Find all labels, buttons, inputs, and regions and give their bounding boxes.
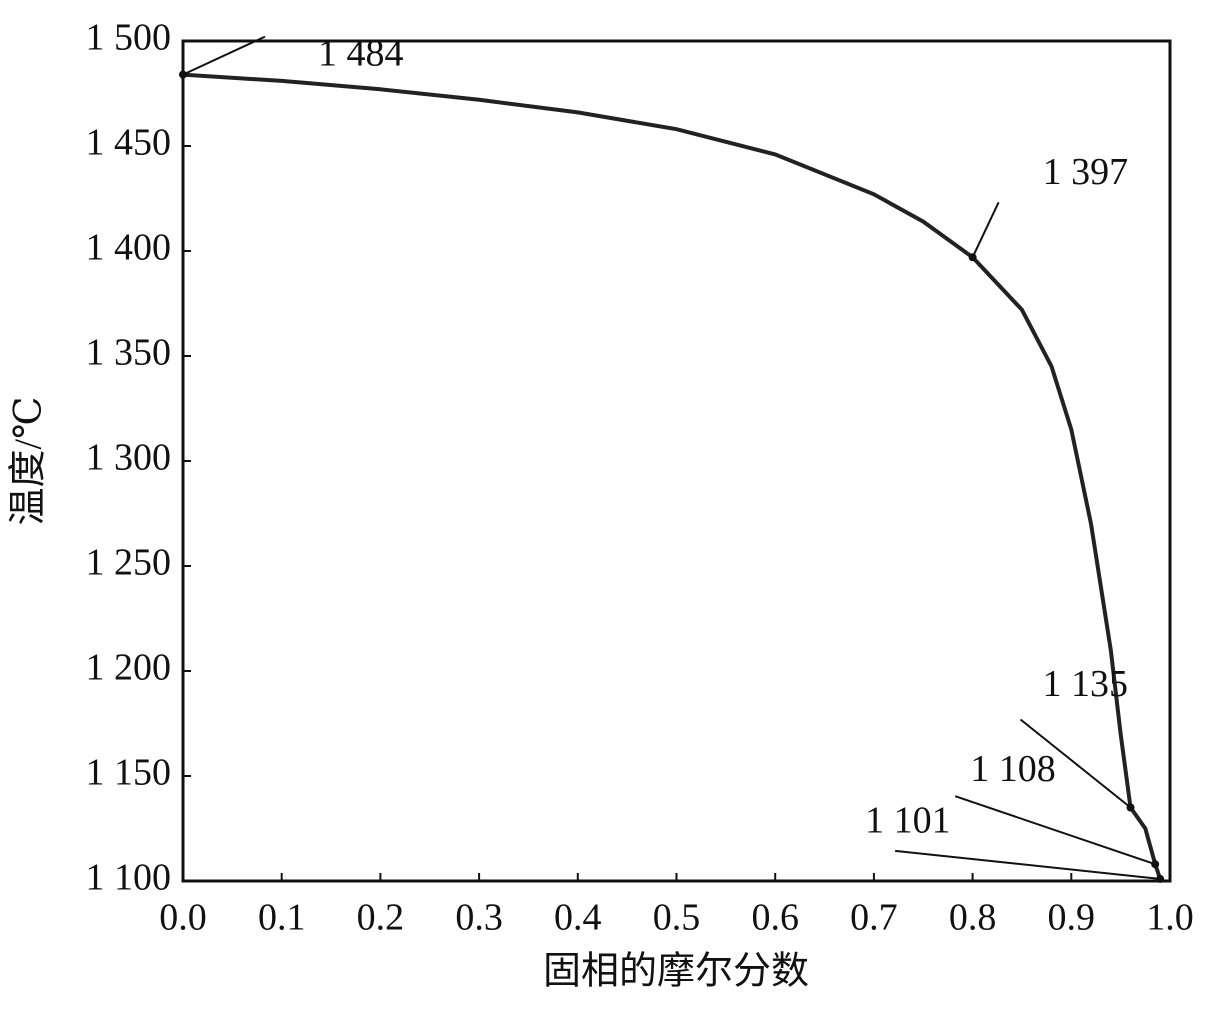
annotation-leader	[1019, 718, 1132, 809]
annotation-point	[968, 253, 977, 262]
y-tick-label: 1 400	[86, 227, 172, 269]
x-tick-label: 0.5	[653, 897, 701, 939]
x-tick-label: 0.6	[751, 897, 799, 939]
x-tick-label: 0.4	[554, 897, 602, 939]
annotation-point	[1151, 860, 1160, 869]
x-tick-label: 0.8	[949, 897, 997, 939]
annotation-leader	[971, 201, 1000, 258]
annotation-label: 1 101	[865, 800, 951, 842]
annotation-leader	[182, 35, 266, 76]
x-axis-label: 固相的摩尔分数	[543, 951, 809, 993]
y-axis-label: 温度/℃	[8, 396, 50, 525]
y-tick-label: 1 150	[86, 752, 172, 794]
y-tick-label: 1 100	[86, 857, 172, 899]
x-tick-label: 0.9	[1048, 897, 1096, 939]
y-tick-label: 1 350	[86, 332, 172, 374]
x-tick-label: 1.0	[1146, 897, 1194, 939]
annotation-label: 1 397	[1043, 151, 1129, 193]
annotation-label: 1 484	[318, 32, 404, 74]
y-tick-label: 1 300	[86, 437, 172, 479]
annotation-label: 1 135	[1043, 663, 1129, 705]
y-tick-label: 1 200	[86, 647, 172, 689]
x-tick-label: 0.3	[455, 897, 503, 939]
y-tick-label: 1 450	[86, 122, 172, 164]
annotation-point	[1156, 874, 1165, 883]
annotation-point	[1126, 803, 1135, 812]
x-tick-label: 0.2	[357, 897, 405, 939]
annotation-leader	[954, 795, 1156, 866]
annotation-leader	[895, 849, 1161, 880]
data-line	[182, 72, 1163, 880]
y-tick-label: 1 500	[86, 17, 172, 59]
x-tick-label: 0.0	[159, 897, 207, 939]
annotation-label: 1 108	[970, 748, 1056, 790]
x-tick-label: 0.1	[258, 897, 306, 939]
annotation-point	[179, 70, 187, 79]
y-tick-label: 1 250	[86, 542, 172, 584]
x-tick-label: 0.7	[850, 897, 898, 939]
